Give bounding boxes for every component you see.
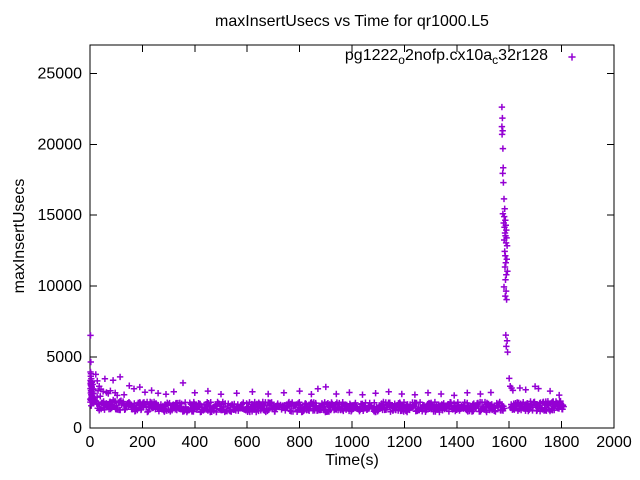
legend-marker-icon xyxy=(568,53,576,61)
x-axis-title: Time(s) xyxy=(325,452,379,469)
y-tick-label: 5000 xyxy=(46,349,82,366)
legend-label-subscript: c xyxy=(492,53,499,67)
x-tick-label: 0 xyxy=(86,434,95,451)
plot-border xyxy=(89,44,615,429)
x-tick-label: 1000 xyxy=(334,434,370,451)
y-tick-label: 10000 xyxy=(38,278,83,295)
x-tick-label: 1600 xyxy=(491,434,527,451)
legend-label-text: 2nofp.cx10a xyxy=(404,47,493,64)
x-tick-label: 1400 xyxy=(439,434,475,451)
y-tick-label: 25000 xyxy=(38,65,83,82)
x-tick-label: 400 xyxy=(181,434,208,451)
legend-label-text: 32r128 xyxy=(498,47,548,64)
x-tick-label: 600 xyxy=(234,434,261,451)
data-points xyxy=(87,103,567,416)
y-tick-label: 20000 xyxy=(38,136,83,153)
legend-label-text: pg1222 xyxy=(344,47,399,64)
legend: pg1222o2nofp.cx10ac32r128 xyxy=(345,47,548,67)
x-tick-label: 2000 xyxy=(596,434,632,451)
x-tick-label: 1200 xyxy=(387,434,423,451)
x-tick-label: 1800 xyxy=(544,434,580,451)
chart-title: maxInsertUsecs vs Time for qr1000.L5 xyxy=(215,13,489,30)
legend-label-subscript: o xyxy=(398,53,405,67)
y-tick-label: 0 xyxy=(73,420,82,437)
x-tick-label: 800 xyxy=(286,434,313,451)
y-tick-label: 15000 xyxy=(38,207,83,224)
x-tick-label: 200 xyxy=(129,434,156,451)
legend-series-label: pg1222o2nofp.cx10ac32r128 xyxy=(344,47,548,67)
